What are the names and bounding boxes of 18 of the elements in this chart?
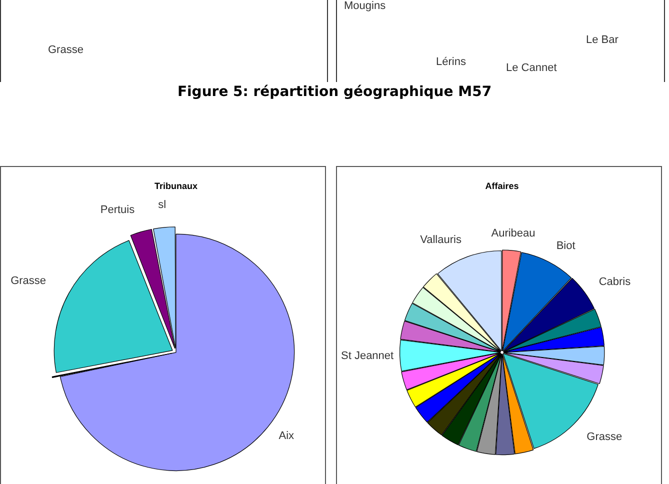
chart-title: Tribunaux: [154, 180, 198, 191]
slice-label: Biot: [556, 240, 576, 252]
slice-label: St Jeannet: [341, 350, 394, 362]
text: Lérins: [436, 56, 466, 68]
slice-label: Cabris: [598, 276, 632, 288]
slice-label: Aix: [278, 430, 295, 442]
caption: Figure 5: répartition géographique M57: [176, 84, 493, 100]
slice-label: Vallauris: [420, 234, 462, 246]
text: Le Cannet: [506, 62, 557, 74]
text: Mougins: [344, 0, 386, 12]
slice-label: Auribeau: [491, 227, 536, 240]
text: Le Bar: [586, 34, 618, 46]
text: Grasse: [48, 44, 84, 56]
slice-label: sl: [158, 198, 166, 211]
slice-label: Grasse: [10, 274, 46, 287]
slice-label: Pertuis: [100, 204, 136, 216]
slice-label: Grasse: [586, 431, 622, 444]
chart-title: Affaires: [485, 180, 519, 191]
